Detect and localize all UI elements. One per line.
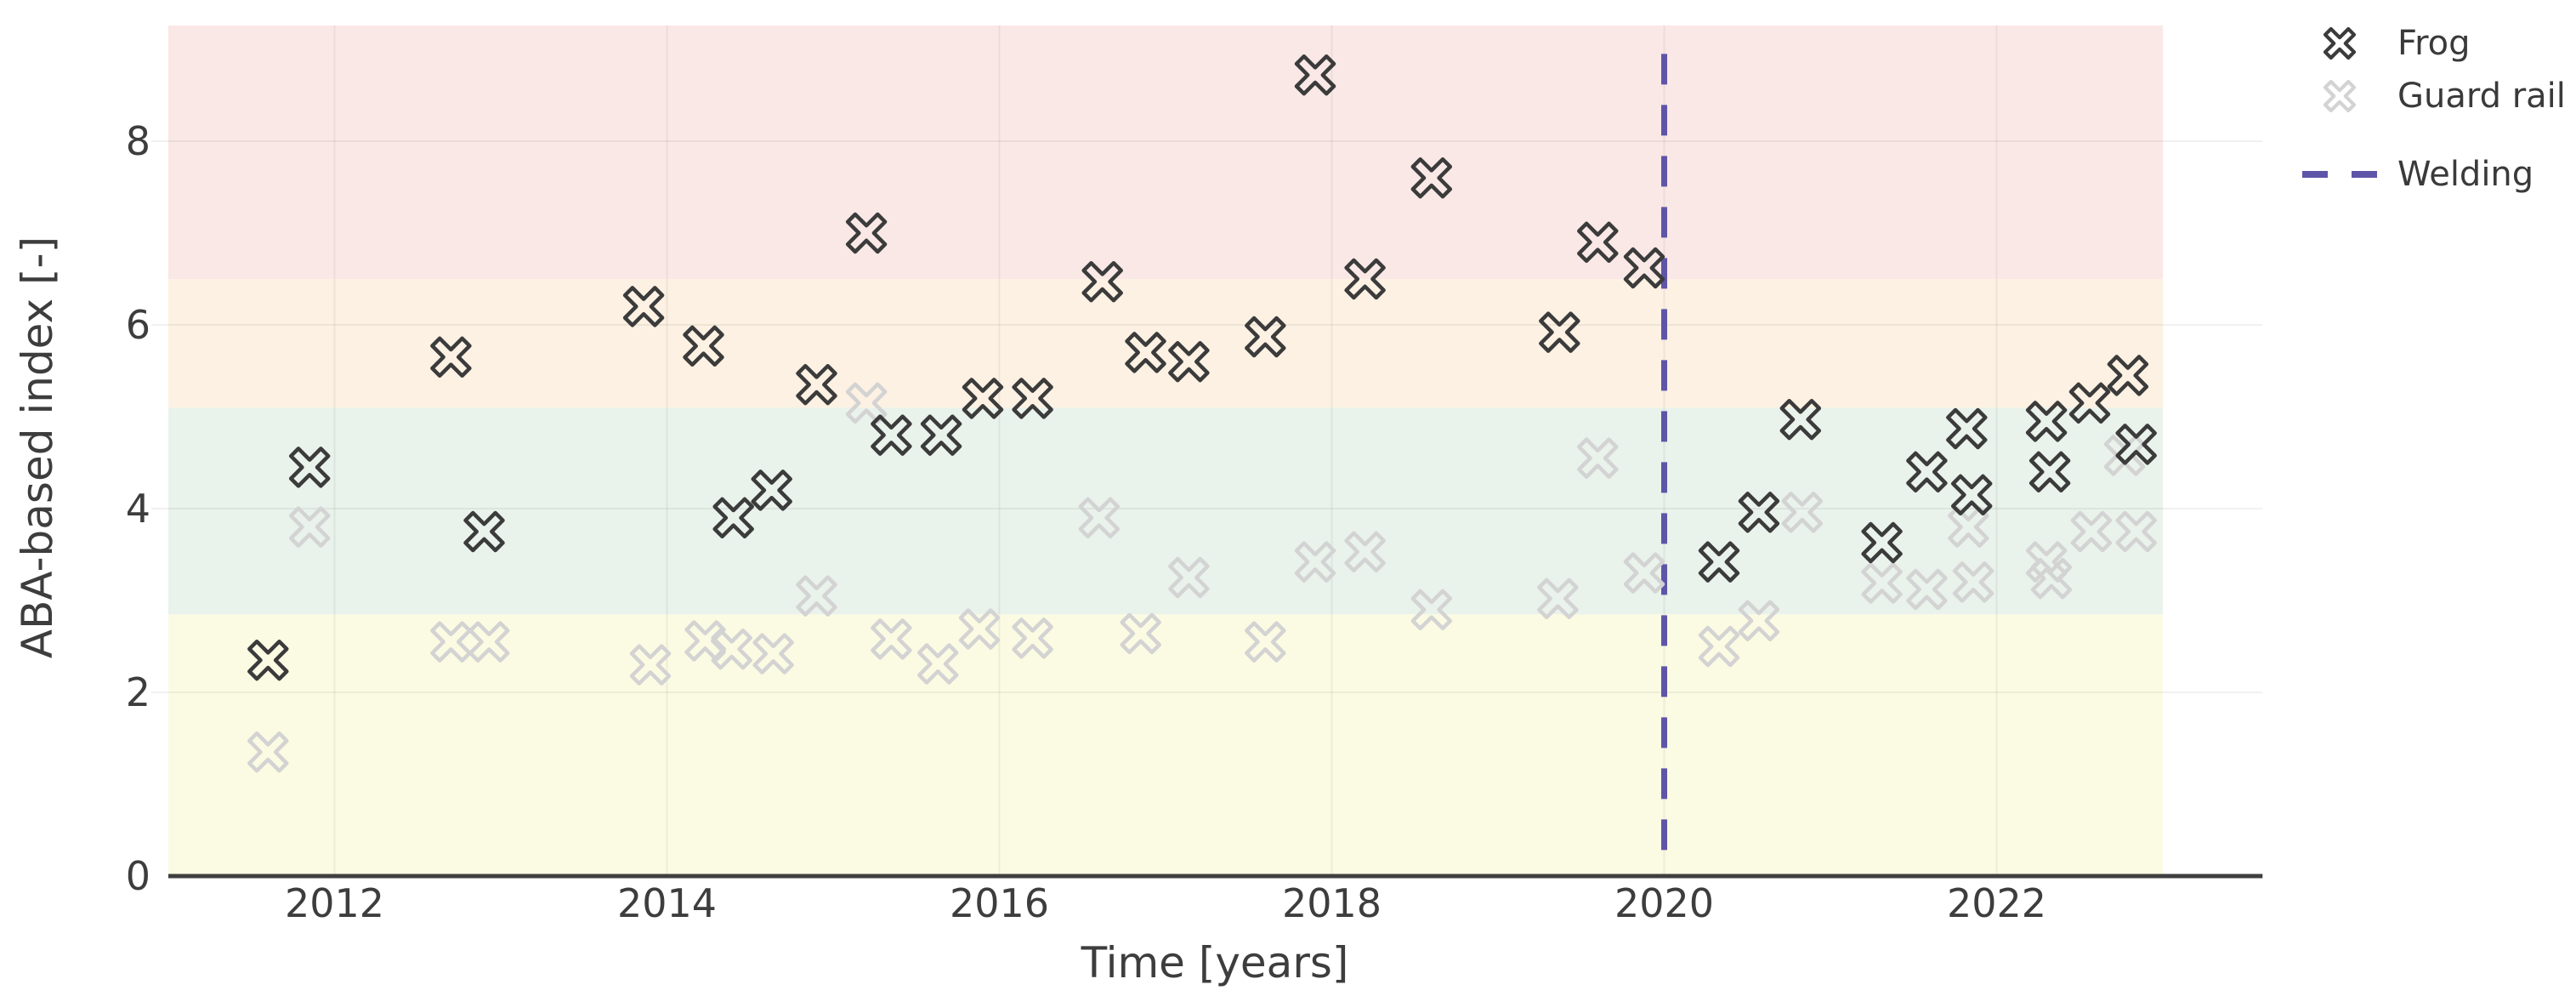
frog-point bbox=[1012, 378, 1053, 419]
legend-item-guard-rail: Guard rail bbox=[2301, 77, 2566, 116]
frog-point bbox=[2025, 401, 2068, 442]
x-tick-label: 2014 bbox=[617, 880, 717, 926]
frog-point bbox=[1294, 54, 1336, 96]
frog-marker-icon bbox=[2301, 25, 2379, 62]
frog-point bbox=[2115, 424, 2157, 465]
guard-rail-point bbox=[845, 382, 888, 424]
frog-point bbox=[430, 336, 472, 378]
guard-rail-point bbox=[1078, 497, 1121, 539]
legend-item-frog: Frog bbox=[2301, 24, 2566, 63]
guard-rail-marker-icon bbox=[2301, 77, 2379, 115]
frog-point bbox=[2028, 451, 2071, 493]
frog-point bbox=[1125, 332, 1166, 373]
guard-rail-point bbox=[2030, 557, 2073, 600]
guard-rail-point bbox=[1410, 589, 1453, 631]
frog-point bbox=[1950, 474, 1993, 516]
guard-rail-point bbox=[871, 618, 912, 660]
guard-rail-point bbox=[1952, 561, 1994, 603]
frog-point bbox=[1344, 258, 1386, 300]
frog-point bbox=[2068, 382, 2111, 424]
y-tick-label: 8 bbox=[126, 118, 150, 164]
frog-point bbox=[962, 378, 1004, 419]
guard-rail-point bbox=[1294, 541, 1336, 583]
x-tick-label: 2020 bbox=[1614, 880, 1714, 926]
frog-point bbox=[463, 510, 505, 553]
guard-rail-point bbox=[1537, 578, 1579, 620]
frog-point bbox=[1623, 247, 1665, 289]
guard-rail-point bbox=[1577, 437, 1619, 479]
guard-rail-point bbox=[629, 644, 672, 686]
frog-point bbox=[1577, 221, 1619, 264]
guard-rail-point bbox=[1861, 562, 1903, 604]
guard-rail-point bbox=[1948, 506, 1989, 548]
frog-point bbox=[1168, 340, 1210, 383]
frog-point bbox=[1245, 316, 1286, 358]
guard-rail-point bbox=[2115, 510, 2157, 553]
y-tick-label: 2 bbox=[126, 669, 150, 715]
x-tick-label: 2022 bbox=[1947, 880, 2046, 926]
guard-rail-point bbox=[288, 506, 331, 548]
legend-label: Welding bbox=[2397, 155, 2534, 194]
frog-point bbox=[683, 325, 724, 367]
guard-rail-point bbox=[1012, 618, 1053, 659]
x-tick-label: 2018 bbox=[1282, 880, 1382, 926]
guard-rail-point bbox=[2070, 510, 2113, 553]
frog-point bbox=[1906, 451, 1948, 493]
legend-label: Guard rail bbox=[2397, 77, 2566, 116]
guard-rail-point bbox=[1245, 621, 1286, 663]
legend: Frog Guard rail Welding bbox=[2301, 24, 2566, 194]
x-axis-title: Time [years] bbox=[1081, 938, 1349, 987]
y-tick-label: 0 bbox=[126, 853, 150, 899]
x-tick-label: 2012 bbox=[285, 880, 384, 926]
guard-rail-point bbox=[1906, 568, 1948, 611]
frog-point bbox=[1861, 521, 1903, 564]
legend-label: Frog bbox=[2397, 24, 2471, 63]
frog-point bbox=[751, 470, 792, 511]
frog-point bbox=[288, 447, 331, 488]
y-tick-label: 4 bbox=[126, 486, 150, 532]
welding-line-icon bbox=[2301, 170, 2379, 179]
guard-rail-point bbox=[247, 731, 289, 773]
frog-point bbox=[871, 414, 912, 456]
frog-point bbox=[1539, 311, 1580, 353]
frog-point bbox=[1410, 157, 1453, 199]
guard-rail-point bbox=[1623, 552, 1665, 594]
frog-point bbox=[1081, 260, 1123, 303]
guard-rail-point bbox=[1120, 612, 1161, 655]
y-tick-label: 6 bbox=[126, 302, 150, 348]
legend-item-welding: Welding bbox=[2301, 155, 2566, 194]
frog-point bbox=[845, 212, 888, 254]
frog-point bbox=[247, 639, 289, 681]
frog-point bbox=[2107, 355, 2149, 396]
frog-point bbox=[1946, 407, 1988, 450]
frog-point bbox=[920, 414, 962, 456]
guard-rail-point bbox=[468, 621, 510, 663]
guard-rail-point bbox=[796, 575, 837, 617]
guard-rail-point bbox=[916, 643, 959, 685]
frog-point bbox=[1738, 492, 1780, 533]
x-tick-label: 2016 bbox=[950, 880, 1049, 926]
y-axis-title: ABA-based index [-] bbox=[13, 236, 62, 659]
band-red bbox=[168, 25, 2163, 279]
band-orange bbox=[168, 279, 2163, 408]
frog-point bbox=[712, 497, 754, 539]
band-green bbox=[168, 407, 2163, 615]
guard-rail-point bbox=[1698, 625, 1740, 668]
guard-rail-point bbox=[1781, 492, 1824, 533]
guard-rail-point bbox=[752, 633, 794, 674]
guard-rail-point bbox=[711, 628, 752, 670]
guard-rail-point bbox=[958, 608, 1001, 650]
frog-point bbox=[622, 286, 665, 327]
guard-rail-point bbox=[1168, 556, 1210, 599]
frog-point bbox=[796, 363, 837, 406]
frog-point bbox=[1698, 541, 1740, 583]
guard-rail-point bbox=[1738, 600, 1780, 642]
frog-point bbox=[1779, 398, 1822, 441]
guard-rail-point bbox=[1344, 531, 1386, 573]
